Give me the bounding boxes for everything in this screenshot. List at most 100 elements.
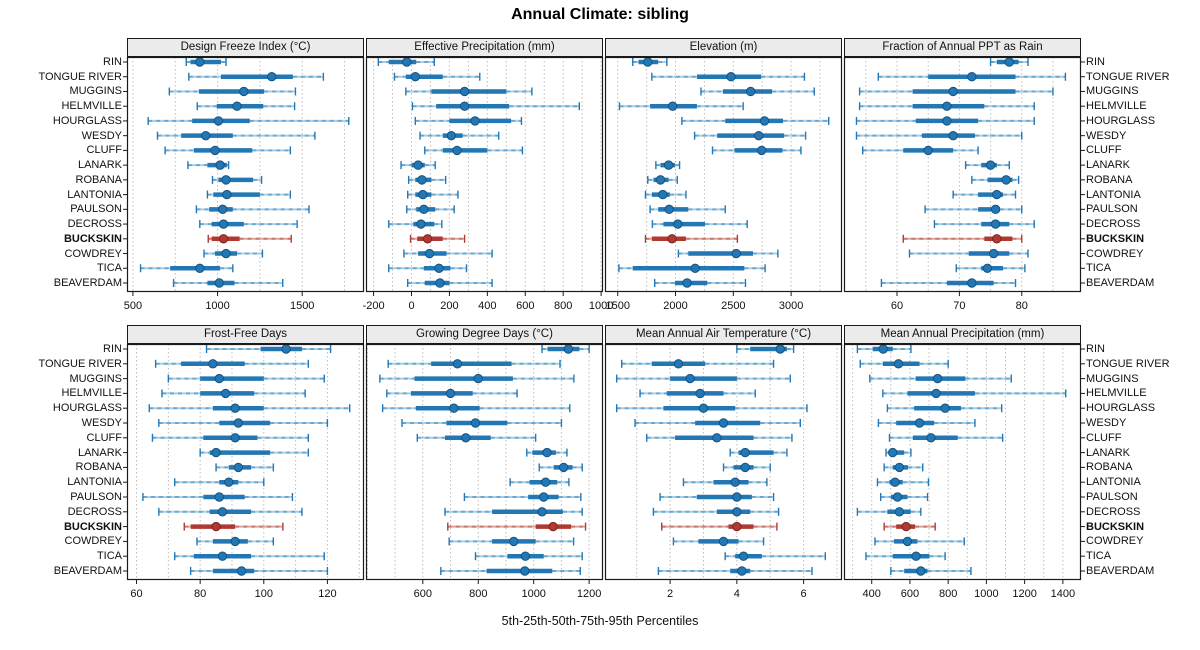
panel-border bbox=[365, 56, 604, 293]
x-tick-label: 800 bbox=[939, 588, 957, 600]
whisker-row-cowdrey bbox=[448, 536, 575, 547]
median-dot-robana bbox=[417, 175, 427, 185]
whisker-row-hourglass bbox=[381, 403, 571, 413]
station-label-helmville: HELMVILLE bbox=[1086, 100, 1147, 113]
whisker-row-paulson bbox=[649, 204, 726, 215]
whisker-row-tongue-river bbox=[387, 359, 561, 369]
median-dot-decross bbox=[990, 219, 1001, 229]
x-tick-label: 800 bbox=[469, 588, 487, 600]
median-dot-decross bbox=[673, 219, 683, 229]
median-dot-hourglass bbox=[940, 403, 950, 413]
median-dot-paulson bbox=[892, 492, 903, 502]
whisker-row-buckskin bbox=[661, 521, 778, 532]
median-dot-robana bbox=[655, 175, 666, 185]
x-tick-label: 120 bbox=[318, 588, 336, 600]
whisker-row-cluff bbox=[151, 433, 310, 443]
median-dot-muggins bbox=[473, 373, 483, 384]
station-label-paulson: PAULSON bbox=[1086, 203, 1138, 216]
median-dot-wesdy bbox=[948, 130, 958, 141]
station-label-hourglass: HOURGLASS bbox=[52, 114, 122, 127]
station-label-helmville: HELMVILLE bbox=[61, 100, 122, 113]
median-dot-beaverdam bbox=[236, 566, 247, 576]
median-dot-robana bbox=[894, 462, 905, 473]
whisker-row-beaverdam bbox=[407, 278, 493, 288]
x-tick-label: 60 bbox=[130, 588, 142, 600]
median-dot-beaverdam bbox=[520, 566, 530, 576]
whisker-row-rin bbox=[377, 57, 435, 67]
x-tick-label: 600 bbox=[414, 588, 432, 600]
station-label-robana: ROBANA bbox=[75, 173, 122, 186]
median-dot-tica bbox=[982, 263, 993, 273]
median-dot-helmville bbox=[220, 388, 231, 399]
whisker-row-wesdy bbox=[693, 130, 807, 141]
whisker-row-muggins bbox=[167, 373, 325, 384]
whisker-row-lantonia bbox=[644, 189, 687, 200]
median-dot-beaverdam bbox=[967, 278, 977, 288]
median-dot-robana bbox=[221, 175, 231, 185]
panel-border bbox=[365, 343, 604, 581]
x-tick-label: 1500 bbox=[605, 300, 629, 312]
median-dot-beaverdam bbox=[682, 278, 692, 288]
whisker-row-lantonia bbox=[509, 477, 570, 487]
panel-strip-frost-free-days: Frost-Free Days bbox=[127, 325, 364, 344]
median-dot-cowdrey bbox=[221, 248, 231, 259]
whisker-row-tica bbox=[139, 263, 234, 273]
whisker-row-lantonia bbox=[952, 189, 1017, 200]
whisker-row-robana bbox=[407, 175, 447, 185]
x-tick-label: 500 bbox=[124, 300, 142, 312]
median-dot-lanark bbox=[663, 160, 674, 170]
median-dot-cluff bbox=[230, 433, 240, 443]
x-tick-label: 60 bbox=[891, 300, 903, 312]
whisker-row-cowdrey bbox=[908, 248, 1029, 259]
panel-plot-design-freeze-index-c-: 500 1000 1500 bbox=[123, 56, 365, 312]
panel-plot-fraction-of-annual-ppt-as-rain: 60 70 80 bbox=[843, 56, 1085, 312]
whisker-row-helmville bbox=[618, 101, 744, 111]
median-dot-tongue-river bbox=[673, 359, 684, 369]
median-dot-tica bbox=[217, 551, 228, 561]
whisker-row-rin bbox=[989, 57, 1029, 67]
percentiles-caption: 5th-25th-50th-75th-95th Percentiles bbox=[501, 614, 699, 628]
x-tick-label: 2000 bbox=[663, 300, 687, 312]
whisker-row-buckskin bbox=[447, 521, 587, 532]
station-label-decross: DECROSS bbox=[67, 505, 122, 518]
whisker-row-buckskin bbox=[207, 234, 292, 244]
station-label-lanark: LANARK bbox=[1086, 446, 1131, 459]
median-dot-buckskin bbox=[992, 234, 1002, 244]
median-dot-lantonia bbox=[730, 477, 740, 487]
x-tick-label: 800 bbox=[554, 300, 572, 312]
whisker-row-rin bbox=[205, 344, 332, 354]
whisker-row-tongue-river bbox=[393, 72, 481, 82]
median-dot-lanark bbox=[215, 160, 225, 170]
median-dot-cowdrey bbox=[424, 248, 435, 259]
median-dot-rin bbox=[1004, 57, 1014, 67]
panel-strip-design-freeze-index-c-: Design Freeze Index (°C) bbox=[127, 38, 364, 57]
whisker-row-lantonia bbox=[174, 477, 265, 487]
whisker-row-paulson bbox=[879, 492, 929, 502]
median-dot-hourglass bbox=[942, 116, 952, 126]
whisker-row-cluff bbox=[416, 433, 537, 443]
median-dot-tica bbox=[738, 551, 749, 561]
station-label-wesdy: WESDY bbox=[1086, 129, 1127, 142]
station-label-wesdy: WESDY bbox=[81, 417, 122, 429]
median-dot-paulson bbox=[990, 204, 1001, 215]
panel-plot-effective-precipitation-mm-: -200 0 200 400 600 800 1000 bbox=[363, 56, 613, 312]
median-dot-lanark bbox=[740, 447, 750, 458]
median-dot-wesdy bbox=[914, 418, 925, 428]
median-dot-rin bbox=[775, 344, 785, 354]
median-dot-tongue-river bbox=[452, 359, 463, 369]
station-label-hourglass: HOURGLASS bbox=[1086, 114, 1156, 127]
whisker-row-tongue-river bbox=[620, 359, 775, 369]
whisker-row-beaverdam bbox=[880, 278, 1017, 288]
panel-strip-mean-annual-precipitation-mm-: Mean Annual Precipitation (mm) bbox=[844, 325, 1081, 344]
station-label-rin: RIN bbox=[103, 343, 122, 355]
whisker-row-cluff bbox=[646, 433, 793, 443]
whisker-row-rin bbox=[856, 344, 912, 354]
median-dot-lantonia bbox=[418, 189, 428, 200]
whisker-row-cowdrey bbox=[196, 536, 275, 547]
median-dot-rin bbox=[402, 57, 412, 67]
whisker-row-lanark bbox=[400, 160, 436, 170]
panel-border bbox=[126, 343, 365, 581]
station-label-paulson: PAULSON bbox=[70, 491, 122, 503]
whisker-row-paulson bbox=[659, 492, 775, 502]
median-dot-cluff bbox=[461, 433, 471, 443]
